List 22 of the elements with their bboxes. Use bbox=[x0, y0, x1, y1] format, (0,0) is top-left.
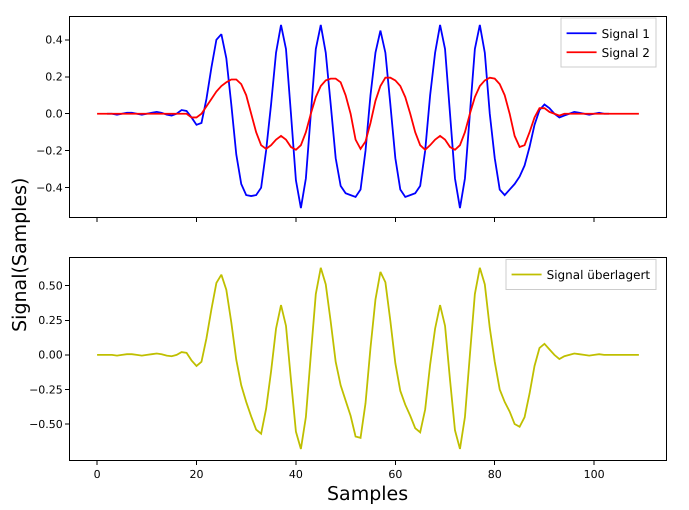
y-axis-title: Signal(Samples) bbox=[8, 178, 31, 332]
y-tick-label: −0.4 bbox=[36, 182, 63, 195]
y-tick-label: −0.50 bbox=[29, 418, 63, 431]
x-axis-title: Samples bbox=[327, 483, 408, 505]
x-tick-label: 80 bbox=[488, 468, 502, 482]
y-tick-label: −0.25 bbox=[29, 383, 63, 396]
y-tick-label: −0.2 bbox=[36, 144, 63, 158]
legend-label: Signal 1 bbox=[602, 26, 650, 41]
x-tick-label: 60 bbox=[388, 468, 402, 482]
y-tick-label: 0.50 bbox=[38, 280, 63, 293]
line-series bbox=[96, 76, 640, 151]
y-tick-label: 0.25 bbox=[38, 314, 63, 328]
y-tick-label: 0.4 bbox=[45, 34, 63, 47]
y-tick-label: 0.00 bbox=[38, 348, 63, 362]
legend-label: Signal überlagert bbox=[546, 268, 650, 282]
legend-label: Signal 2 bbox=[602, 46, 650, 60]
x-tick-label: 20 bbox=[190, 468, 204, 482]
x-tick-label: 100 bbox=[584, 468, 605, 482]
x-tick-label: 0 bbox=[94, 468, 101, 482]
x-tick-label: 40 bbox=[288, 468, 303, 482]
y-tick-label: 0.0 bbox=[45, 108, 63, 121]
y-tick-label: 0.2 bbox=[45, 70, 63, 84]
